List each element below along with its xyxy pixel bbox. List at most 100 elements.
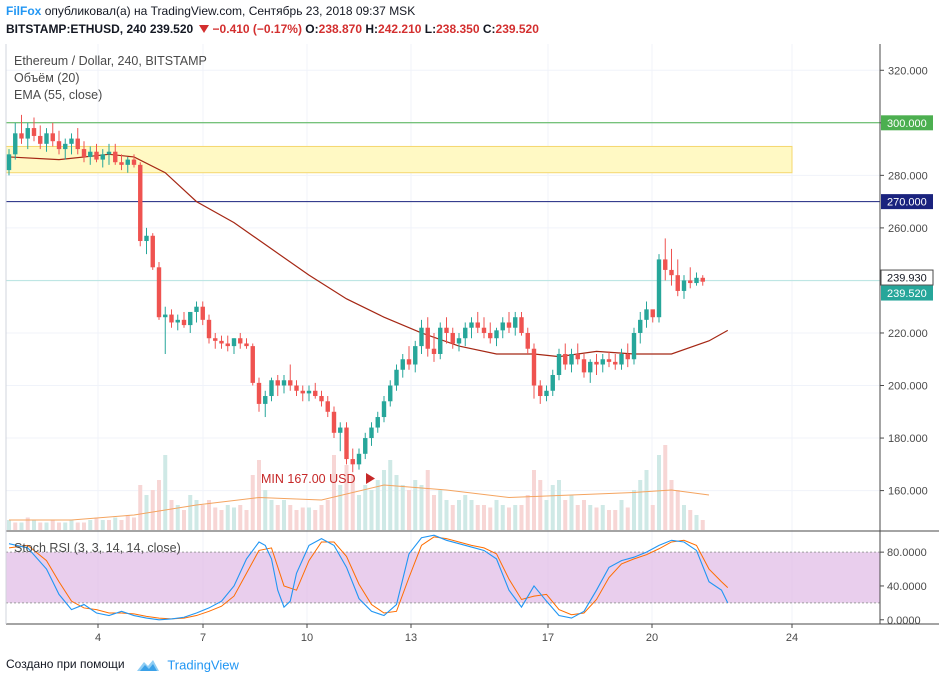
candle	[213, 332, 218, 349]
price-tag-label: 239.520	[887, 288, 927, 300]
volume-bar	[294, 510, 299, 530]
footer-brand-link[interactable]: TradingView	[167, 657, 239, 673]
price-tick-label: 260.000	[888, 223, 928, 235]
volume-bar	[369, 490, 374, 530]
price-tag: 270.000	[881, 194, 933, 210]
price-tick-label: 280.000	[888, 170, 928, 182]
candle	[419, 319, 424, 354]
candle-body	[263, 396, 268, 404]
volume-bar	[119, 520, 124, 530]
candle	[369, 422, 374, 446]
stoch-tick-label: 0.0000	[887, 615, 921, 627]
stoch-title[interactable]: Stoch RSI (3, 3, 14, 14, close)	[14, 541, 181, 555]
candle	[463, 322, 468, 347]
candle	[119, 154, 124, 171]
stoch-k-line	[8, 534, 729, 621]
candle-body	[581, 359, 587, 373]
candle-body	[419, 327, 424, 347]
author-name[interactable]: FilFox	[6, 4, 42, 18]
candle-body	[488, 332, 493, 339]
high-value: 242.210	[378, 22, 422, 36]
legend-volume[interactable]: Объём (20)	[14, 71, 80, 85]
volume-bar	[82, 522, 86, 530]
price-tag: 239.520	[881, 285, 933, 301]
candle	[444, 317, 449, 344]
candle-body	[444, 327, 449, 333]
price-down-icon	[198, 25, 209, 33]
candle	[75, 128, 80, 155]
candle	[544, 385, 549, 402]
candle-body	[519, 317, 524, 333]
volume-bar	[13, 522, 18, 530]
low-label: L:	[424, 22, 437, 36]
volume-bar	[69, 520, 74, 530]
footer-created-text: Создано при помощи	[6, 657, 125, 671]
candle	[181, 311, 187, 328]
price-tag-bg	[881, 194, 933, 210]
candle-body	[663, 259, 668, 270]
volume-bar	[525, 495, 530, 530]
candle-body	[700, 277, 705, 282]
candle	[550, 369, 555, 397]
volume-bar	[532, 470, 536, 530]
candle	[219, 335, 224, 349]
candle-body	[625, 353, 630, 360]
candle-body	[69, 138, 74, 144]
candle-body	[681, 280, 687, 291]
candle	[581, 353, 587, 378]
volume-bar	[182, 510, 186, 530]
candle-body	[194, 306, 199, 312]
candle-body	[313, 390, 318, 397]
candle-body	[119, 162, 124, 165]
candle	[656, 254, 662, 323]
candle-body	[219, 340, 224, 344]
legend-ema[interactable]: EMA (55, close)	[14, 88, 102, 102]
candle	[288, 364, 293, 391]
legend-title[interactable]: Ethereum / Dollar, 240, BITSTAMP	[14, 54, 207, 68]
chart-canvas[interactable]: 160.000180.000200.000220.000240.000260.0…	[0, 0, 939, 655]
time-tick-label: 7	[200, 632, 206, 644]
volume-bar	[432, 495, 436, 530]
candle-body	[469, 322, 474, 328]
volume-bar	[375, 480, 380, 530]
candle	[200, 301, 205, 326]
publish-line: FilFox опубликовал(а) на TradingView.com…	[6, 4, 415, 18]
candle-body	[344, 427, 349, 460]
candle-body	[125, 159, 130, 165]
last-price: 239.520	[149, 22, 194, 36]
volume-bar	[169, 500, 174, 530]
candle-body	[350, 459, 355, 465]
time-tick-label: 13	[405, 632, 417, 644]
ema-layer	[8, 153, 729, 358]
candle-body	[156, 267, 162, 318]
candle	[306, 385, 312, 402]
candle-body	[75, 138, 80, 150]
time-tick-label: 20	[646, 632, 658, 644]
resistance-zone	[5, 145, 793, 174]
candle-body	[550, 375, 555, 391]
candle-body	[63, 143, 68, 150]
candle	[150, 233, 155, 270]
candle-body	[100, 154, 105, 160]
candle	[156, 262, 162, 320]
published-text: опубликовал(а) на TradingView.com, Сентя…	[44, 4, 416, 18]
time-tick-label: 17	[542, 632, 554, 644]
candle-body	[556, 353, 562, 376]
volume-bar	[200, 505, 205, 530]
candle	[663, 238, 668, 281]
candle	[100, 149, 105, 168]
volume-bar	[425, 470, 430, 530]
candle	[669, 248, 674, 286]
price-tag-bg	[881, 115, 933, 131]
volume-bar	[419, 485, 424, 530]
candle	[425, 317, 430, 357]
volume-bar	[57, 522, 61, 530]
candle	[481, 317, 487, 339]
candle-body	[56, 141, 62, 150]
volume-bar	[563, 500, 568, 530]
candle	[13, 122, 18, 160]
candle	[488, 322, 493, 344]
min-arrow-icon	[366, 473, 375, 484]
candle	[313, 382, 318, 399]
candle	[144, 227, 149, 255]
